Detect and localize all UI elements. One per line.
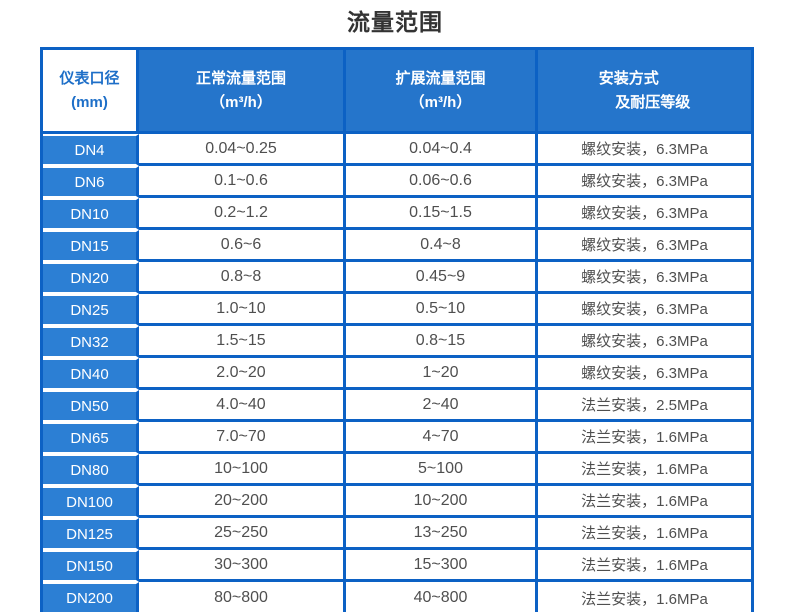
table-row: DN20 0.8~8 0.45~9 螺纹安装，6.3MPa	[43, 262, 751, 294]
dn-cell: DN200	[43, 582, 139, 612]
dn-cell: DN65	[43, 422, 139, 454]
dn-cell: DN50	[43, 390, 139, 422]
dn-cell: DN15	[43, 230, 139, 262]
dn-cell: DN150	[43, 550, 139, 582]
normal-cell: 10~100	[139, 454, 346, 486]
install-cell: 螺纹安装，6.3MPa	[538, 134, 751, 166]
table-row: DN80 10~100 5~100 法兰安装，1.6MPa	[43, 454, 751, 486]
extended-cell: 0.8~15	[346, 326, 538, 358]
normal-cell: 80~800	[139, 582, 346, 612]
header-normal-range: 正常流量范围 （m³/h）	[139, 50, 346, 134]
install-cell: 法兰安装，1.6MPa	[538, 518, 751, 550]
install-cell: 法兰安装，1.6MPa	[538, 550, 751, 582]
header-install-line2: 及耐压等级	[615, 93, 691, 111]
dn-cell: DN6	[43, 166, 139, 198]
extended-cell: 0.06~0.6	[346, 166, 538, 198]
table-row: DN25 1.0~10 0.5~10 螺纹安装，6.3MPa	[43, 294, 751, 326]
header-row: 仪表口径 (mm) 正常流量范围 （m³/h） 扩展流量范围 （m³/h） 安装…	[43, 50, 751, 134]
dn-cell: DN32	[43, 326, 139, 358]
install-cell: 法兰安装，1.6MPa	[538, 582, 751, 612]
header-diameter-unit: (mm)	[71, 93, 108, 111]
normal-cell: 1.5~15	[139, 326, 346, 358]
header-extended-range-label: 扩展流量范围	[395, 69, 486, 87]
extended-cell: 10~200	[346, 486, 538, 518]
install-cell: 螺纹安装，6.3MPa	[538, 262, 751, 294]
dn-cell: DN100	[43, 486, 139, 518]
header-normal-range-label: 正常流量范围	[195, 69, 286, 87]
table-row: DN40 2.0~20 1~20 螺纹安装，6.3MPa	[43, 358, 751, 390]
extended-cell: 0.4~8	[346, 230, 538, 262]
header-diameter: 仪表口径 (mm)	[43, 50, 139, 134]
extended-cell: 0.5~10	[346, 294, 538, 326]
normal-cell: 0.2~1.2	[139, 198, 346, 230]
table-row: DN50 4.0~40 2~40 法兰安装，2.5MPa	[43, 390, 751, 422]
normal-cell: 0.8~8	[139, 262, 346, 294]
dn-cell: DN25	[43, 294, 139, 326]
normal-cell: 1.0~10	[139, 294, 346, 326]
table-row: DN100 20~200 10~200 法兰安装，1.6MPa	[43, 486, 751, 518]
install-cell: 螺纹安装，6.3MPa	[538, 326, 751, 358]
dn-cell: DN20	[43, 262, 139, 294]
extended-cell: 4~70	[346, 422, 538, 454]
normal-cell: 25~250	[139, 518, 346, 550]
install-cell: 法兰安装，2.5MPa	[538, 390, 751, 422]
extended-cell: 13~250	[346, 518, 538, 550]
table-row: DN150 30~300 15~300 法兰安装，1.6MPa	[43, 550, 751, 582]
table-row: DN10 0.2~1.2 0.15~1.5 螺纹安装，6.3MPa	[43, 198, 751, 230]
extended-cell: 2~40	[346, 390, 538, 422]
table-row: DN65 7.0~70 4~70 法兰安装，1.6MPa	[43, 422, 751, 454]
dn-cell: DN10	[43, 198, 139, 230]
table-row: DN15 0.6~6 0.4~8 螺纹安装，6.3MPa	[43, 230, 751, 262]
extended-cell: 0.15~1.5	[346, 198, 538, 230]
extended-cell: 40~800	[346, 582, 538, 612]
install-cell: 法兰安装，1.6MPa	[538, 454, 751, 486]
header-diameter-label: 仪表口径	[59, 69, 120, 87]
normal-cell: 0.6~6	[139, 230, 346, 262]
extended-cell: 15~300	[346, 550, 538, 582]
table-row: DN125 25~250 13~250 法兰安装，1.6MPa	[43, 518, 751, 550]
normal-cell: 20~200	[139, 486, 346, 518]
header-install-block: 安装方式 及耐压等级	[599, 67, 691, 115]
header-extended-range: 扩展流量范围 （m³/h）	[346, 50, 538, 134]
dn-cell: DN80	[43, 454, 139, 486]
flow-range-table: 仪表口径 (mm) 正常流量范围 （m³/h） 扩展流量范围 （m³/h） 安装…	[40, 47, 754, 612]
extended-cell: 0.45~9	[346, 262, 538, 294]
install-cell: 法兰安装，1.6MPa	[538, 486, 751, 518]
dn-cell: DN40	[43, 358, 139, 390]
normal-cell: 4.0~40	[139, 390, 346, 422]
install-cell: 法兰安装，1.6MPa	[538, 422, 751, 454]
normal-cell: 0.1~0.6	[139, 166, 346, 198]
normal-cell: 30~300	[139, 550, 346, 582]
header-normal-range-unit: （m³/h）	[210, 93, 272, 111]
table-body: DN4 0.04~0.25 0.04~0.4 螺纹安装，6.3MPa DN6 0…	[43, 134, 751, 612]
install-cell: 螺纹安装，6.3MPa	[538, 230, 751, 262]
install-cell: 螺纹安装，6.3MPa	[538, 358, 751, 390]
normal-cell: 0.04~0.25	[139, 134, 346, 166]
install-cell: 螺纹安装，6.3MPa	[538, 166, 751, 198]
extended-cell: 1~20	[346, 358, 538, 390]
normal-cell: 7.0~70	[139, 422, 346, 454]
dn-cell: DN125	[43, 518, 139, 550]
extended-cell: 0.04~0.4	[346, 134, 538, 166]
header-install: 安装方式 及耐压等级	[538, 50, 751, 134]
table-row: DN32 1.5~15 0.8~15 螺纹安装，6.3MPa	[43, 326, 751, 358]
header-extended-range-unit: （m³/h）	[409, 93, 472, 111]
install-cell: 螺纹安装，6.3MPa	[538, 294, 751, 326]
install-cell: 螺纹安装，6.3MPa	[538, 198, 751, 230]
normal-cell: 2.0~20	[139, 358, 346, 390]
extended-cell: 5~100	[346, 454, 538, 486]
table-row: DN200 80~800 40~800 法兰安装，1.6MPa	[43, 582, 751, 612]
page-title: 流量范围	[347, 9, 443, 35]
table-row: DN4 0.04~0.25 0.04~0.4 螺纹安装，6.3MPa	[43, 134, 751, 166]
table-row: DN6 0.1~0.6 0.06~0.6 螺纹安装，6.3MPa	[43, 166, 751, 198]
dn-cell: DN4	[43, 134, 139, 166]
header-install-line1: 安装方式	[598, 69, 659, 87]
